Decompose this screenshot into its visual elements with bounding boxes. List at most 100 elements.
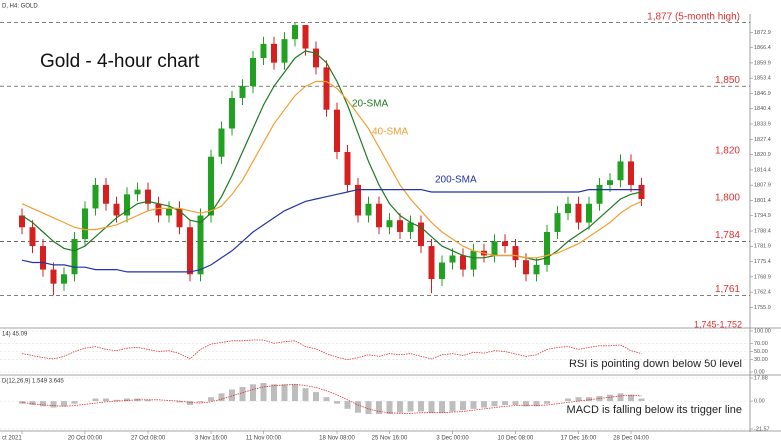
candle-body bbox=[386, 220, 393, 228]
macd-bar bbox=[323, 397, 330, 402]
candle-body bbox=[134, 189, 141, 195]
macd-bar bbox=[344, 401, 351, 409]
candle-body bbox=[187, 227, 193, 275]
macd-bar bbox=[617, 393, 624, 402]
level-label: 1,877 (5-month high) bbox=[647, 11, 740, 22]
x-tick-label: 3 Nov 16:00 bbox=[195, 436, 228, 442]
range-label: 1,745-1,752 bbox=[694, 319, 742, 329]
x-tick-label: 18 Nov 08:00 bbox=[319, 436, 355, 442]
macd-bar bbox=[565, 398, 571, 402]
candle-body bbox=[103, 184, 109, 204]
y-tick-label: 1807.9 bbox=[754, 183, 771, 189]
candle-body bbox=[638, 184, 645, 200]
macd-bar bbox=[103, 398, 109, 402]
y-tick-label: 1788.4 bbox=[754, 228, 771, 234]
sma-line bbox=[21, 189, 642, 273]
candle-body bbox=[365, 203, 372, 216]
candle-body bbox=[565, 203, 571, 214]
x-tick-label: 27 Oct 08:00 bbox=[131, 436, 166, 442]
series-label: 20-SMA bbox=[352, 99, 388, 110]
macd-bar bbox=[523, 401, 529, 407]
candle-body bbox=[439, 262, 445, 279]
y-tick-label: 1840.4 bbox=[754, 106, 771, 112]
candle-body bbox=[92, 184, 99, 209]
candle-body bbox=[229, 97, 235, 129]
y-tick-label: 1768.9 bbox=[754, 274, 771, 280]
y-tick-label: 1814.4 bbox=[754, 167, 771, 173]
candle-body bbox=[607, 180, 613, 185]
y-tick-label: 1859.9 bbox=[754, 60, 771, 66]
y-tick-label: 1801.4 bbox=[754, 198, 771, 204]
macd-bar bbox=[145, 399, 151, 402]
macd-bar bbox=[586, 397, 592, 402]
candle-body bbox=[460, 255, 466, 270]
y-tick-label: 1833.9 bbox=[754, 121, 771, 127]
macd-bar bbox=[607, 394, 613, 402]
candle-body bbox=[586, 203, 592, 223]
x-tick-label: 25 Nov 16:00 bbox=[372, 436, 408, 442]
level-label: 1,784 bbox=[715, 230, 740, 241]
macd-bar bbox=[491, 401, 498, 407]
macd-annotation: MACD is falling below its trigger line bbox=[567, 404, 742, 416]
macd-bar bbox=[575, 397, 582, 402]
y-tick-label: 1820.9 bbox=[754, 152, 771, 158]
macd-bar bbox=[544, 401, 550, 404]
candle-body bbox=[544, 231, 550, 265]
candle-body bbox=[502, 241, 508, 247]
rsi-annotation: RSI is pointing down below 50 level bbox=[569, 358, 742, 370]
signal-line bbox=[21, 383, 642, 414]
candle-body bbox=[239, 86, 246, 98]
candle-body bbox=[61, 274, 67, 284]
macd-bar bbox=[628, 394, 634, 402]
macd-bar bbox=[334, 401, 340, 404]
candle-body bbox=[113, 203, 120, 216]
macd-bar bbox=[439, 401, 445, 413]
macd-bar bbox=[418, 401, 424, 412]
macd-bar bbox=[29, 401, 36, 405]
rsi-header: 14) 45.09 bbox=[2, 332, 28, 338]
series-label: 200-SMA bbox=[435, 175, 477, 186]
macd-bar bbox=[187, 401, 193, 405]
level-label: 1,761 bbox=[715, 284, 740, 295]
candle-body bbox=[449, 255, 456, 263]
candle-body bbox=[554, 213, 561, 232]
candle-body bbox=[40, 246, 46, 270]
candle-body bbox=[313, 48, 319, 68]
candle-body bbox=[50, 269, 57, 284]
macd-bar bbox=[71, 401, 78, 404]
sma-line bbox=[21, 80, 642, 259]
macd-bar bbox=[292, 384, 298, 402]
candle-body bbox=[19, 215, 25, 228]
x-tick-label: 17 Dec 16:00 bbox=[561, 436, 597, 442]
macd-bar bbox=[208, 397, 214, 402]
candle-body bbox=[355, 184, 361, 216]
y-tick-label: 1866.4 bbox=[754, 45, 771, 51]
y-tick-label: 70.00 bbox=[754, 341, 768, 347]
macd-bar bbox=[376, 401, 382, 415]
y-tick-label: 1846.9 bbox=[754, 91, 771, 97]
candle-body bbox=[208, 156, 214, 216]
y-tick-label: 50.00 bbox=[754, 349, 768, 355]
macd-bar bbox=[92, 398, 99, 402]
y-tick-label: 1755.9 bbox=[754, 305, 771, 311]
candle-body bbox=[29, 227, 36, 247]
y-tick-label: 1762.4 bbox=[754, 290, 771, 296]
y-tick-label: 17.88 bbox=[754, 375, 768, 381]
candle-body bbox=[82, 208, 88, 240]
macd-bar bbox=[533, 401, 540, 407]
y-tick-label: 0.00 bbox=[754, 369, 765, 375]
candle-body bbox=[302, 25, 309, 49]
x-tick-label: ct 2021 bbox=[2, 436, 22, 442]
macd-bar bbox=[365, 401, 372, 415]
candle-body bbox=[155, 203, 162, 216]
x-tick-label: 28 Dec 04:00 bbox=[613, 436, 649, 442]
y-tick-label: 1853.4 bbox=[754, 76, 771, 82]
y-tick-label: 1781.9 bbox=[754, 244, 771, 250]
macd-bar bbox=[470, 401, 477, 409]
chart-title: Gold - 4-hour chart bbox=[40, 51, 200, 72]
candle-body bbox=[491, 241, 498, 256]
macd-bar bbox=[397, 401, 403, 413]
candle-body bbox=[418, 222, 424, 247]
y-tick-label: 100.00 bbox=[754, 328, 771, 334]
candle-body bbox=[376, 203, 382, 228]
